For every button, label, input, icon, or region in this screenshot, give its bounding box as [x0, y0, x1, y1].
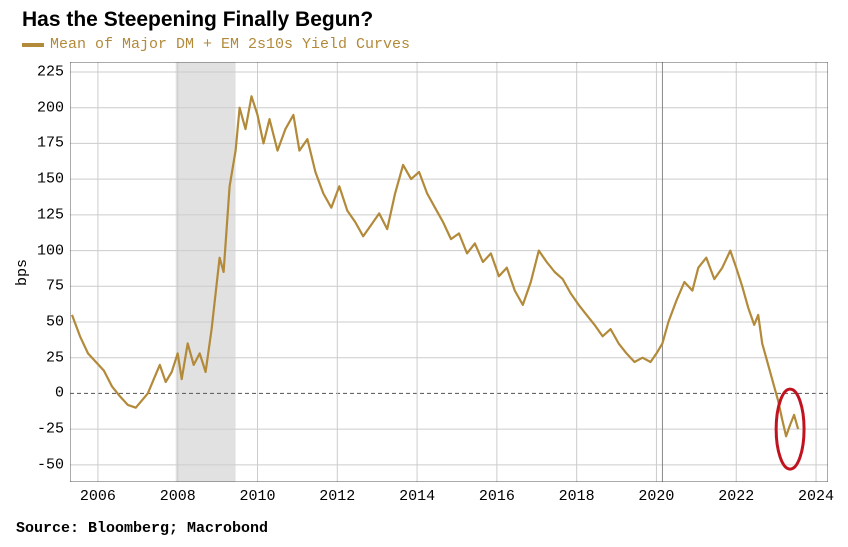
y-tick-label: 150: [37, 171, 64, 188]
x-tick-label: 2016: [479, 488, 515, 505]
y-tick-label: 50: [46, 314, 64, 331]
x-tick-label: 2008: [160, 488, 196, 505]
chart-svg: [70, 62, 828, 482]
x-tick-label: 2024: [798, 488, 834, 505]
legend-label: Mean of Major DM + EM 2s10s Yield Curves: [50, 36, 410, 53]
y-tick-label: 175: [37, 135, 64, 152]
y-tick-label: 200: [37, 99, 64, 116]
x-tick-label: 2020: [638, 488, 674, 505]
y-tick-label: 100: [37, 242, 64, 259]
x-tick-label: 2006: [80, 488, 116, 505]
x-tick-label: 2022: [718, 488, 754, 505]
x-tick-label: 2010: [239, 488, 275, 505]
x-tick-label: 2014: [399, 488, 435, 505]
chart-plot-area: -50-250255075100125150175200225200620082…: [70, 62, 828, 482]
y-tick-label: -50: [37, 456, 64, 473]
x-tick-label: 2012: [319, 488, 355, 505]
x-tick-label: 2018: [559, 488, 595, 505]
legend: Mean of Major DM + EM 2s10s Yield Curves: [22, 36, 410, 53]
y-tick-label: 0: [55, 385, 64, 402]
legend-swatch: [22, 43, 44, 47]
y-tick-label: 25: [46, 349, 64, 366]
y-tick-label: -25: [37, 421, 64, 438]
chart-source: Source: Bloomberg; Macrobond: [16, 520, 268, 537]
y-tick-label: 125: [37, 206, 64, 223]
y-tick-label: 225: [37, 64, 64, 81]
y-axis-label: bps: [14, 259, 31, 286]
chart-title: Has the Steepening Finally Begun?: [22, 8, 373, 32]
y-tick-label: 75: [46, 278, 64, 295]
